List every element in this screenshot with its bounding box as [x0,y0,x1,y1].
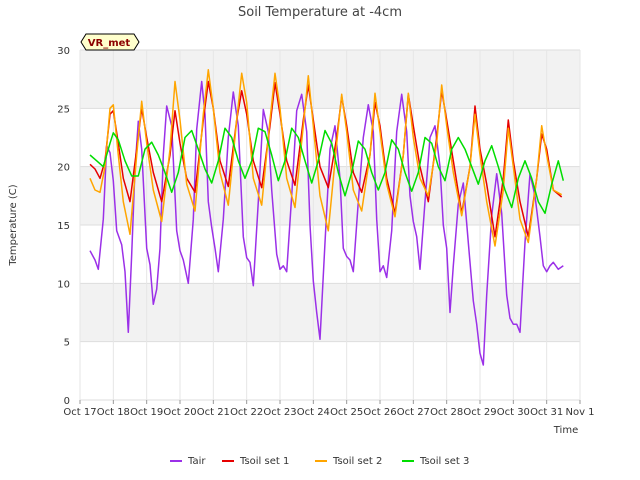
y-tick-label: 10 [57,279,70,290]
series-line-tsoil-set-1 [89,80,563,238]
x-axis-ticks: Oct 17 Oct 18 Oct 19 Oct 20 Oct 21 Oct 22 Oct … [63,400,595,418]
x-tick-label: Oct 26 [363,407,396,418]
x-tick-label: Oct 30 [497,407,530,418]
x-tick-label: Oct 24 [297,407,330,418]
plot-band [80,283,580,342]
x-tick-label: Oct 23 [263,407,296,418]
series-lines [89,69,565,366]
legend-label: Tsoil set 3 [419,456,469,467]
x-tick-label: Oct 31 [530,407,563,418]
legend-label: Tsoil set 1 [239,456,289,467]
x-tick-label: Oct 20 [163,407,196,418]
plot-band [80,341,580,400]
plot-band [80,50,580,109]
gridlines [79,49,581,401]
x-tick-label: Oct 17 [63,407,96,418]
x-tick-label: Oct 27 [397,407,430,418]
x-axis-label: Time [553,425,578,436]
y-tick-label: 30 [57,46,70,57]
legend: Tair Tsoil set 1 Tsoil set 2 Tsoil set 3 [170,456,469,467]
legend-label: Tair [187,456,206,467]
series-line-tsoil-set-2 [89,69,563,247]
x-tick-label: Nov 1 [565,407,594,418]
x-tick-label: Oct 21 [197,407,230,418]
y-axis-label: Temperature (C) [8,184,19,266]
series-line-tsoil-set-3 [89,127,565,215]
y-tick-label: 0 [64,396,70,407]
badge-label: VR_met [88,38,131,49]
badge-shape [80,33,140,51]
chart-title: Soil Temperature at -4cm [238,5,402,20]
x-tick-label: Oct 28 [430,407,463,418]
station-badge: VR_met [80,33,140,51]
x-tick-label: Oct 19 [130,407,163,418]
x-tick-label: Oct 22 [230,407,263,418]
y-tick-label: 5 [64,338,70,349]
legend-label: Tsoil set 2 [332,456,382,467]
x-tick-label: Oct 18 [97,407,130,418]
y-axis-ticks: 0 5 10 15 20 25 30 [57,46,70,407]
y-tick-label: 15 [57,221,70,232]
y-tick-label: 20 [57,163,70,174]
x-tick-label: Oct 25 [330,407,363,418]
y-tick-label: 25 [57,104,70,115]
x-tick-label: Oct 29 [463,407,496,418]
